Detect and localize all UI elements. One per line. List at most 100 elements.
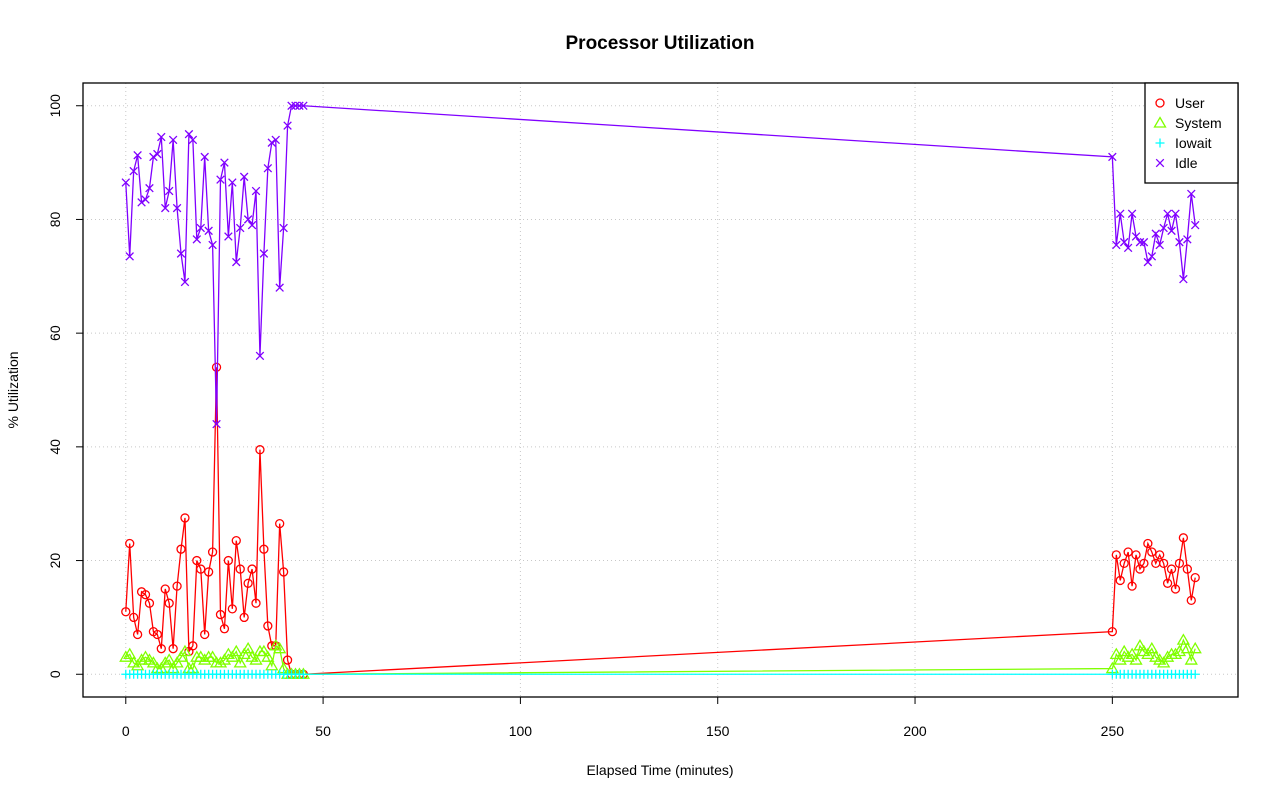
marker [1159, 558, 1169, 569]
marker [178, 644, 192, 657]
marker [170, 656, 184, 668]
marker [275, 283, 284, 292]
marker [1108, 152, 1117, 162]
marker [196, 223, 206, 233]
marker [129, 166, 138, 176]
marker [1178, 533, 1189, 543]
marker [200, 152, 209, 162]
y-tick-label: 80 [47, 211, 63, 227]
marker [235, 564, 245, 574]
marker [1143, 257, 1153, 267]
marker [1188, 641, 1202, 654]
marker [1123, 547, 1133, 557]
marker [287, 101, 296, 111]
marker [1176, 633, 1191, 645]
marker [160, 203, 170, 213]
marker [1190, 572, 1200, 583]
marker [145, 183, 154, 193]
marker [1117, 644, 1131, 657]
marker [1166, 564, 1177, 574]
marker [239, 172, 249, 182]
marker [176, 249, 186, 258]
marker [1143, 538, 1153, 549]
marker [263, 164, 273, 173]
marker [1190, 669, 1200, 679]
marker [251, 598, 261, 608]
marker [162, 653, 176, 665]
marker [1127, 581, 1137, 591]
marker [231, 536, 241, 546]
marker [249, 653, 263, 665]
marker [259, 544, 269, 554]
marker [152, 629, 162, 640]
marker [213, 656, 228, 668]
marker [1159, 223, 1168, 233]
marker [279, 223, 288, 233]
marker [153, 149, 162, 159]
x-tick-label: 0 [122, 723, 130, 739]
marker [1190, 220, 1200, 230]
marker [1147, 252, 1157, 261]
marker [192, 555, 202, 566]
marker [1119, 237, 1129, 247]
marker [164, 186, 174, 196]
marker [267, 138, 277, 147]
marker [1167, 226, 1176, 236]
y-tick-label: 60 [47, 325, 63, 341]
marker [291, 101, 300, 111]
marker [137, 198, 146, 207]
marker [168, 135, 178, 145]
legend-label: User [1175, 95, 1205, 111]
marker [247, 220, 257, 230]
marker [220, 158, 229, 167]
marker [237, 647, 251, 660]
legend-label: System [1175, 115, 1222, 131]
marker [1121, 650, 1135, 662]
marker [141, 195, 150, 204]
marker [119, 650, 133, 662]
marker [247, 564, 257, 574]
legend-marker [1155, 138, 1165, 148]
marker [283, 121, 292, 130]
marker [1163, 209, 1172, 219]
marker [1175, 237, 1184, 247]
marker [1182, 564, 1192, 574]
marker [1129, 653, 1143, 665]
marker [192, 235, 202, 244]
marker [1135, 237, 1145, 247]
marker [1145, 641, 1159, 654]
marker [227, 604, 237, 614]
marker [265, 658, 279, 671]
marker [243, 578, 253, 588]
marker [215, 609, 226, 620]
x-tick-label: 200 [903, 723, 927, 739]
marker [180, 513, 190, 523]
marker [282, 655, 293, 665]
marker [204, 226, 213, 236]
marker [1151, 229, 1161, 238]
marker [149, 152, 158, 162]
marker [156, 644, 166, 654]
marker [1131, 232, 1141, 241]
marker [176, 544, 186, 554]
x-tick-label: 250 [1101, 723, 1125, 739]
x-tick-label: 100 [509, 723, 533, 739]
marker [180, 277, 190, 287]
y-tick-label: 20 [47, 553, 63, 569]
marker [1187, 189, 1196, 199]
marker [235, 223, 245, 233]
plot-frame [82, 82, 1239, 698]
marker [295, 101, 304, 111]
marker [299, 101, 308, 111]
y-tick-label: 0 [47, 670, 63, 678]
marker [172, 581, 182, 591]
marker [205, 650, 220, 662]
marker [1125, 647, 1139, 660]
marker [174, 650, 188, 662]
marker [263, 621, 273, 631]
marker [298, 669, 308, 679]
marker [1171, 209, 1180, 219]
marker [278, 567, 289, 577]
marker [1119, 558, 1129, 569]
